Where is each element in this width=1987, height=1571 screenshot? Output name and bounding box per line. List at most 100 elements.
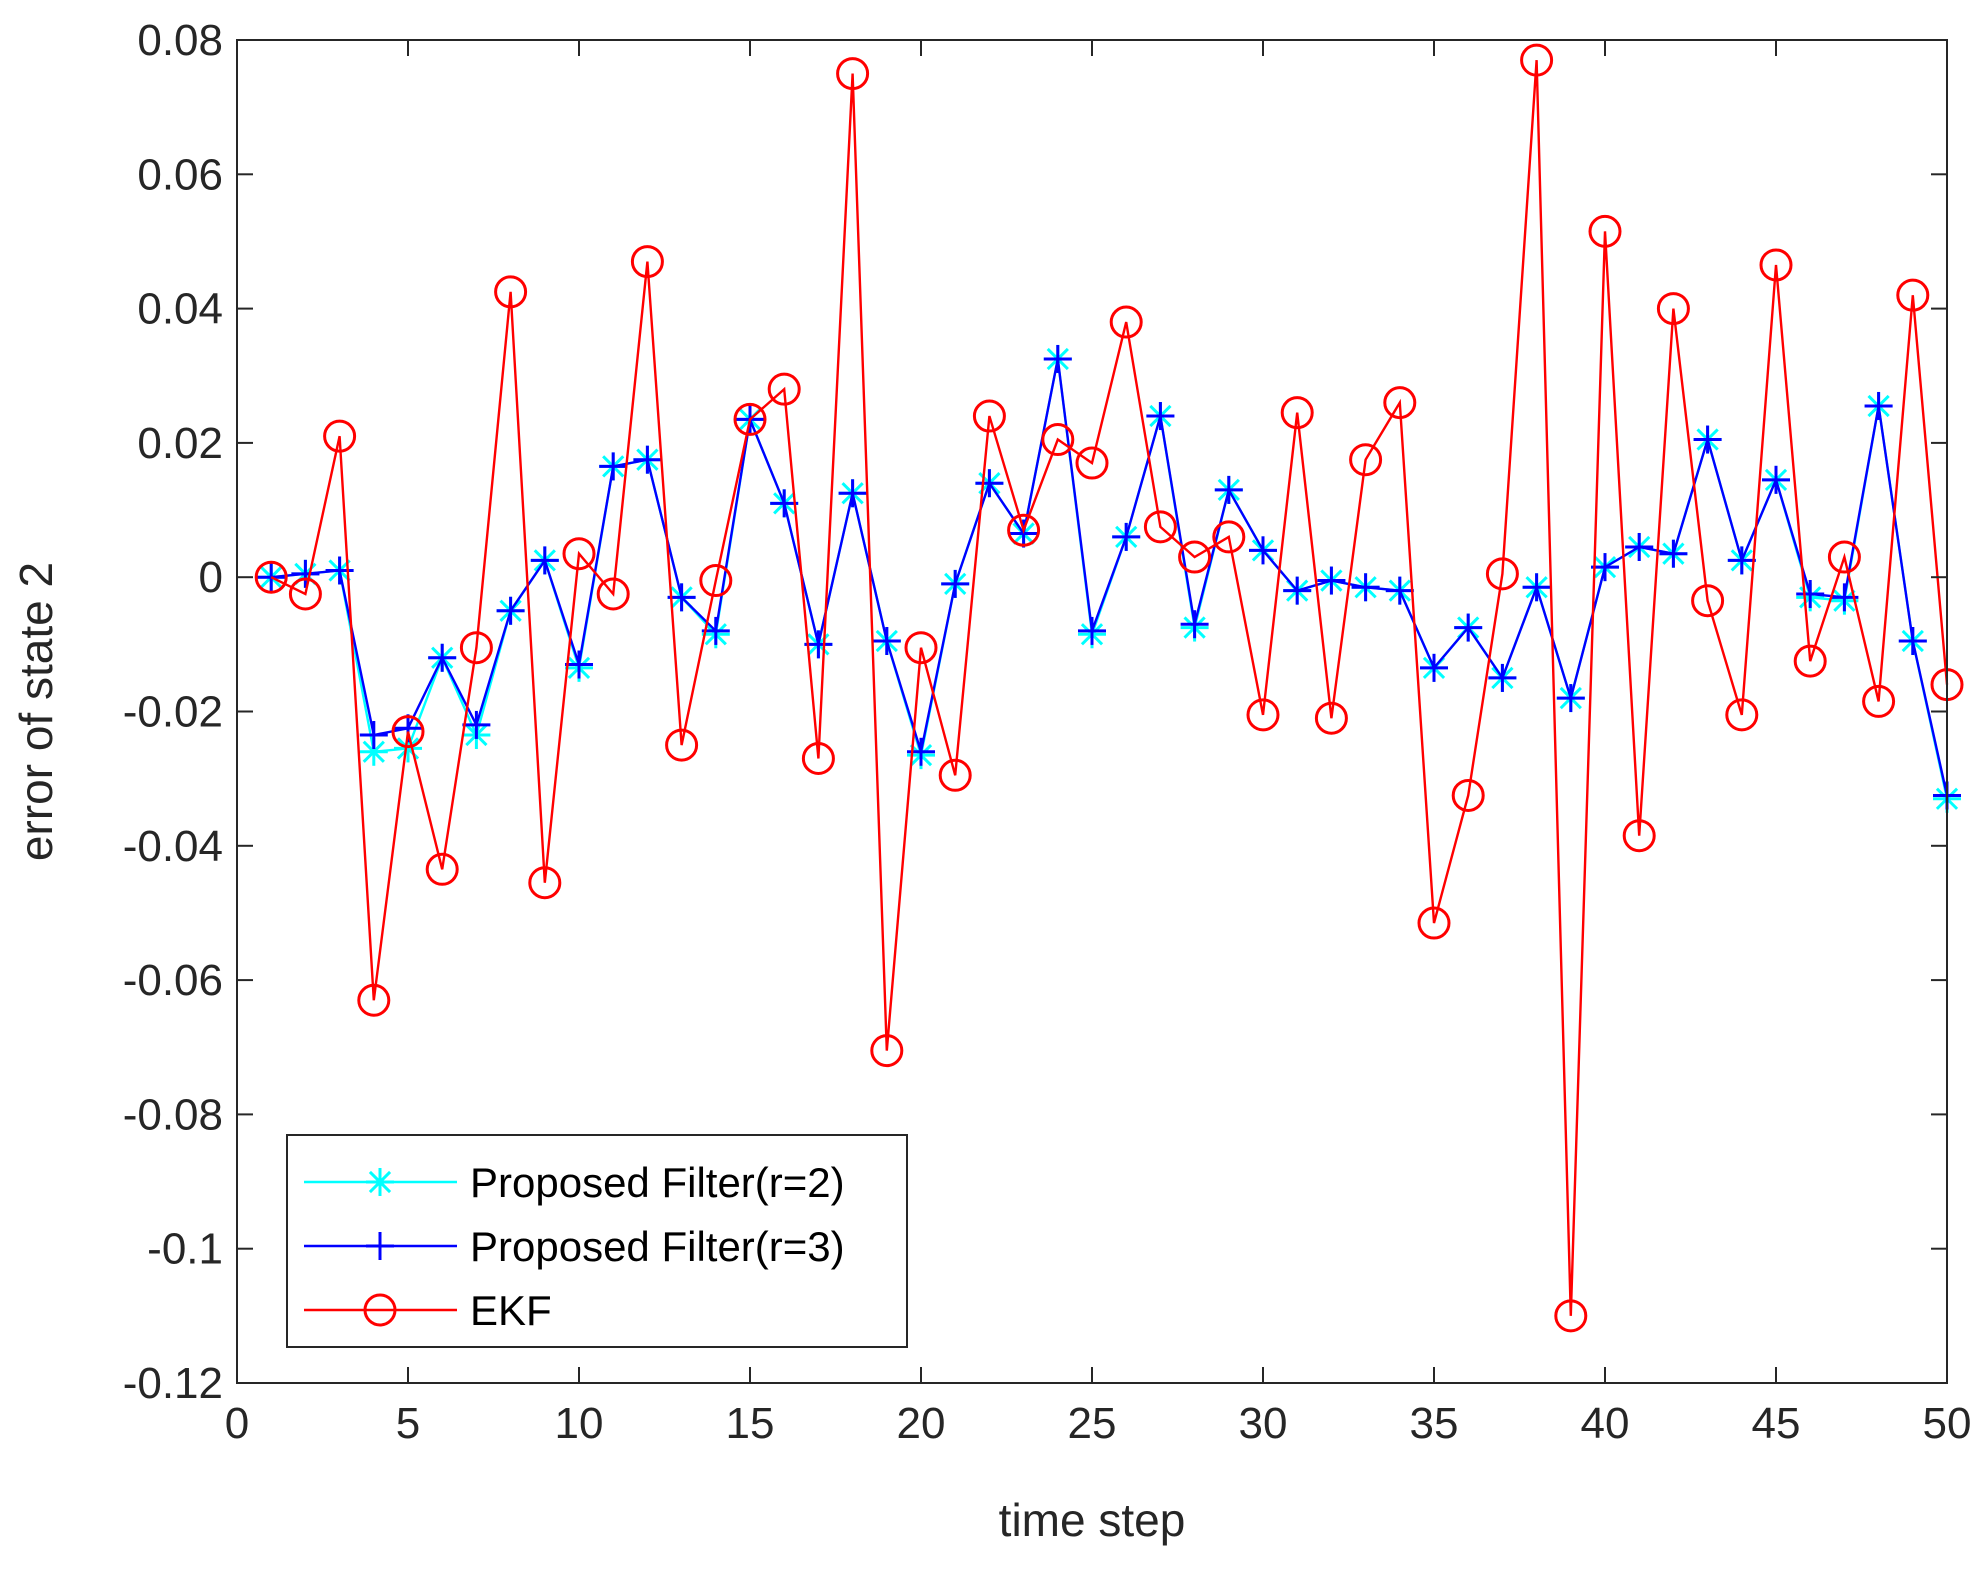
data-point (1896, 278, 1930, 312)
legend-box (286, 1134, 908, 1348)
data-point (1451, 778, 1485, 812)
data-point (1043, 344, 1072, 373)
data-point (1280, 396, 1314, 430)
y-tick-label: -0.12 (123, 1359, 223, 1408)
data-point (1283, 576, 1312, 605)
data-point (1075, 446, 1109, 480)
x-tick-label: 25 (1068, 1399, 1117, 1448)
data-point (528, 866, 562, 900)
data-point (630, 245, 664, 279)
data-point (1522, 573, 1551, 602)
data-point (699, 564, 733, 598)
data-point (767, 372, 801, 406)
legend-item: Proposed Filter(r=2) (304, 1159, 845, 1206)
data-point (1554, 1299, 1588, 1333)
legend: Proposed Filter(r=2) Proposed Filter(r=3)… (286, 1134, 908, 1348)
data-point (494, 275, 528, 309)
data-point (1178, 540, 1212, 574)
series-3 (254, 43, 1964, 1333)
data-point (1625, 532, 1654, 561)
y-tick-label: -0.04 (123, 822, 223, 871)
x-tick-label: 15 (726, 1399, 775, 1448)
legend-marker (363, 1293, 397, 1327)
y-axis-ticks: -0.12 -0.1 -0.08 -0.06 -0.04 -0.02 0 0.02 0.04 0.… (123, 16, 1947, 1408)
x-tick-label: 20 (897, 1399, 946, 1448)
x-tick-label: 45 (1752, 1399, 1801, 1448)
y-tick-label: 0.04 (137, 285, 223, 334)
data-point (254, 560, 288, 594)
data-point (870, 1034, 904, 1068)
data-point (1485, 557, 1519, 591)
data-point (1725, 698, 1759, 732)
data-point (1864, 391, 1893, 420)
y-tick-label: 0.02 (137, 419, 223, 468)
data-point (836, 57, 870, 91)
data-point (1420, 653, 1448, 682)
x-axis-ticks: 0 5 10 15 20 25 30 35 40 45 50 (225, 40, 1971, 1448)
data-point (496, 596, 525, 625)
data-point (1180, 610, 1209, 639)
data-point (904, 631, 938, 665)
data-point (1317, 566, 1346, 595)
data-point (941, 569, 970, 598)
data-point (565, 650, 593, 679)
data-point (665, 728, 699, 762)
y-tick-label: -0.06 (123, 956, 223, 1005)
legend-item: EKF (304, 1287, 552, 1334)
y-tick-label: 0 (199, 553, 223, 602)
series-2 (257, 344, 1961, 810)
data-point (425, 852, 459, 886)
data-point (1143, 510, 1177, 544)
y-axis-label: error of state 2 (10, 562, 62, 861)
data-point (1349, 443, 1383, 477)
legend-label: Proposed Filter(r=3) (470, 1223, 845, 1270)
data-point (562, 537, 596, 571)
data-point (288, 577, 322, 611)
data-point (1862, 684, 1896, 718)
data-point (1520, 43, 1554, 77)
x-tick-label: 0 (225, 1399, 249, 1448)
data-point (459, 631, 493, 665)
data-point (938, 758, 972, 792)
data-point (1214, 475, 1243, 504)
data-point (1691, 584, 1725, 618)
x-tick-label: 35 (1410, 1399, 1459, 1448)
data-point (1249, 536, 1277, 565)
y-tick-label: -0.02 (123, 688, 223, 737)
data-point (1314, 701, 1348, 735)
legend-marker (366, 1232, 394, 1260)
data-point (1454, 613, 1483, 642)
data-point (1383, 386, 1417, 420)
data-point (596, 577, 630, 611)
data-point (804, 630, 833, 659)
data-point (1693, 425, 1722, 454)
data-point (801, 742, 835, 776)
x-axis-label: time step (999, 1494, 1186, 1546)
data-point (1246, 698, 1280, 732)
data-point (1656, 292, 1690, 326)
data-point (1898, 626, 1927, 655)
data-point (872, 626, 901, 655)
series-line (270, 60, 1949, 1316)
y-tick-label: 0.08 (137, 16, 223, 65)
data-point (1146, 402, 1175, 431)
data-point (1078, 616, 1106, 645)
data-point (1793, 644, 1827, 678)
x-tick-label: 10 (555, 1399, 604, 1448)
data-point (1385, 576, 1414, 605)
y-tick-label: 0.06 (137, 150, 223, 199)
data-point (428, 643, 457, 672)
data-point (357, 983, 391, 1017)
legend-label: EKF (470, 1287, 552, 1334)
data-point (1351, 573, 1380, 602)
data-point (1488, 663, 1517, 692)
data-point (975, 469, 1004, 498)
series-layer (254, 43, 1964, 1333)
data-point (359, 721, 388, 750)
data-point (1759, 248, 1793, 282)
x-tick-label: 5 (396, 1399, 420, 1448)
data-point (1659, 539, 1688, 568)
data-point (462, 710, 491, 739)
data-point (733, 402, 767, 436)
